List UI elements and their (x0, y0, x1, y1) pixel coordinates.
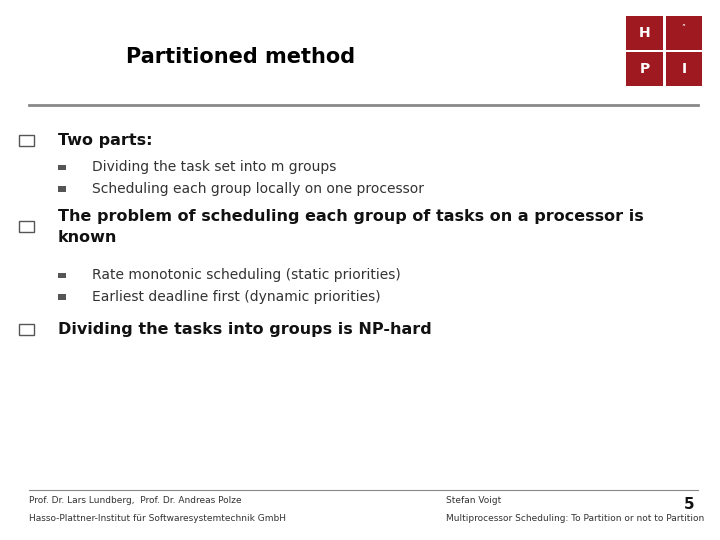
Text: P: P (639, 63, 649, 76)
Bar (19, 221, 34, 232)
Text: Hasso-Plattner-Institut für Softwaresystemtechnik GmbH: Hasso-Plattner-Institut für Softwaresyst… (29, 514, 286, 523)
Bar (665, 16, 702, 50)
Text: Prof. Dr. Lars Lundberg,  Prof. Dr. Andreas Polze: Prof. Dr. Lars Lundberg, Prof. Dr. Andre… (29, 496, 241, 505)
Text: H: H (639, 26, 650, 40)
Bar (58, 186, 66, 192)
Text: 5: 5 (684, 497, 695, 512)
Bar (19, 324, 34, 335)
Text: Dividing the task set into m groups: Dividing the task set into m groups (92, 160, 336, 174)
Text: I: I (681, 63, 686, 76)
Text: The problem of scheduling each group of tasks on a processor is
known: The problem of scheduling each group of … (58, 209, 644, 245)
Text: Stefan Voigt: Stefan Voigt (446, 496, 502, 505)
Bar (626, 52, 662, 86)
Text: Scheduling each group locally on one processor: Scheduling each group locally on one pro… (92, 182, 424, 196)
Text: ’’: ’’ (681, 24, 686, 32)
Text: Rate monotonic scheduling (static priorities): Rate monotonic scheduling (static priori… (92, 268, 401, 282)
Text: Earliest deadline first (dynamic priorities): Earliest deadline first (dynamic priorit… (92, 290, 381, 304)
Text: Partitioned method: Partitioned method (126, 46, 355, 67)
Bar (58, 294, 66, 300)
Bar (19, 135, 34, 146)
Bar (626, 16, 662, 50)
Bar (58, 165, 66, 170)
Text: Two parts:: Two parts: (58, 133, 152, 148)
Text: Multiprocessor Scheduling: To Partition or not to Partition: Multiprocessor Scheduling: To Partition … (446, 514, 705, 523)
Bar (58, 273, 66, 278)
Text: Dividing the tasks into groups is NP-hard: Dividing the tasks into groups is NP-har… (58, 322, 431, 337)
Bar (665, 52, 702, 86)
